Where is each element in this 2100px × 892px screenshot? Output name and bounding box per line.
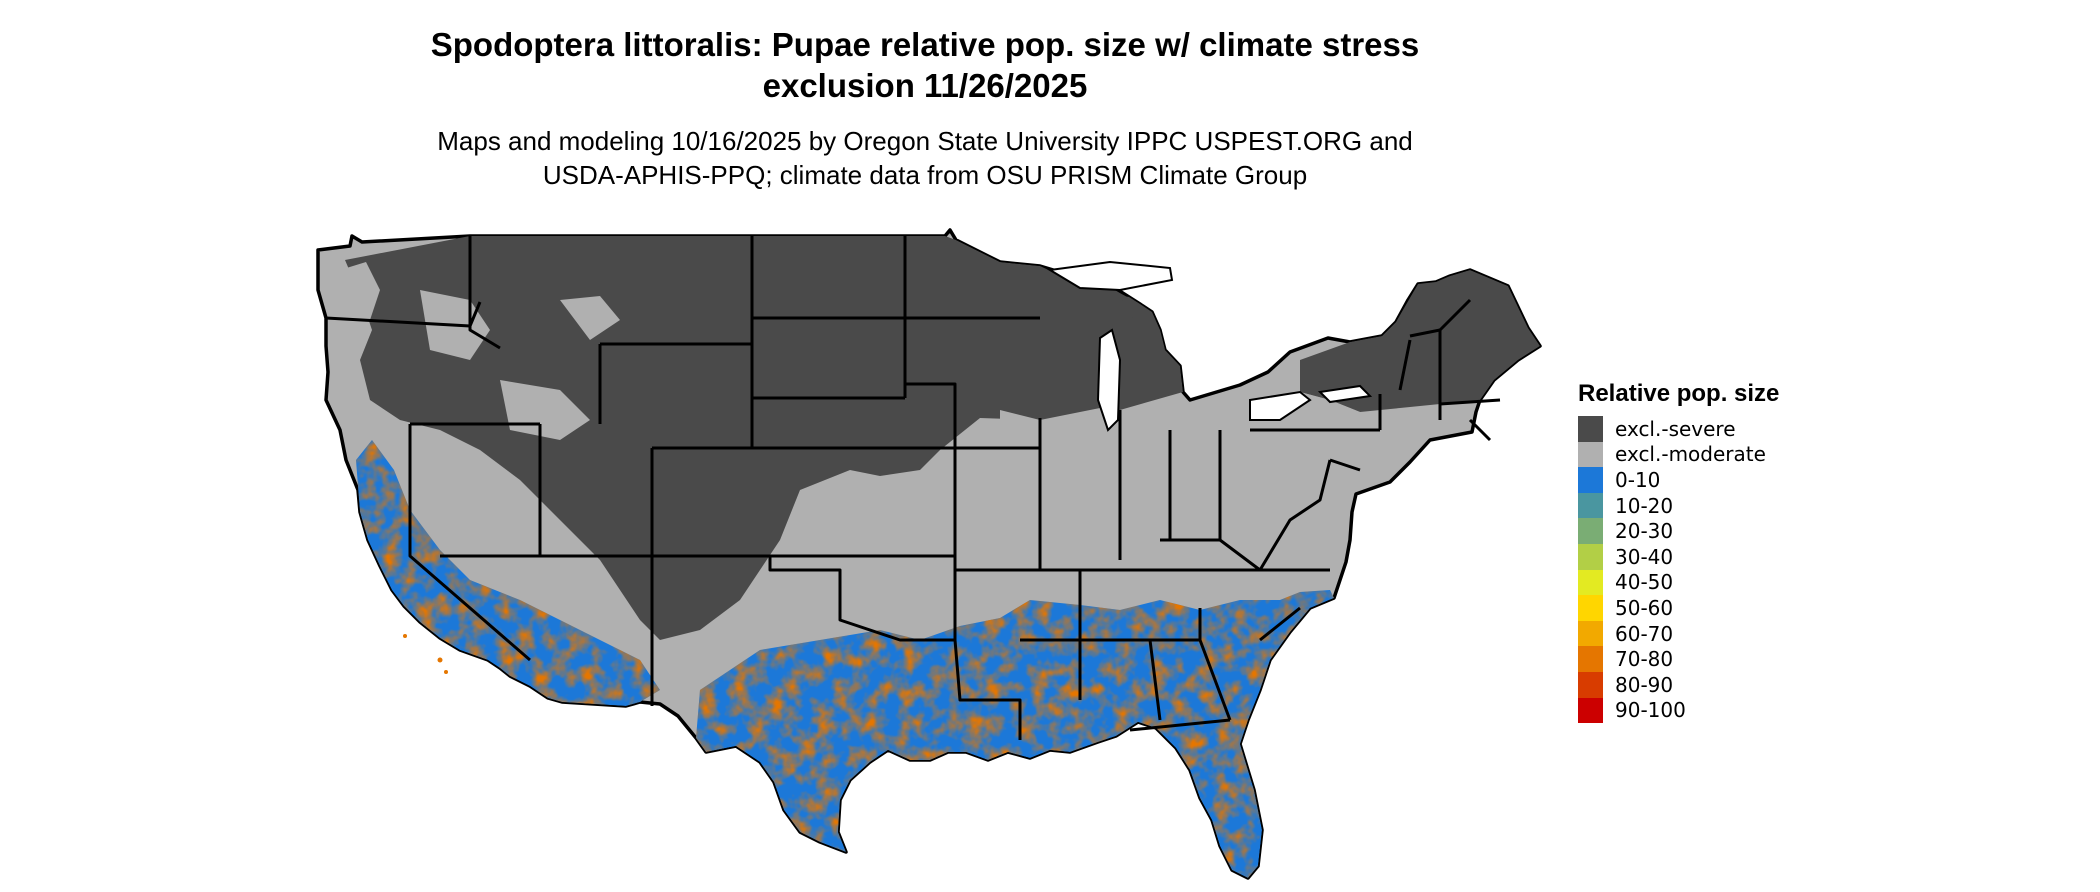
legend-item: 20-30 (1578, 518, 1779, 544)
legend-swatch (1578, 595, 1603, 621)
legend-item: 70-80 (1578, 646, 1779, 672)
legend-label: 80-90 (1615, 672, 1674, 697)
legend-label: 10-20 (1615, 493, 1674, 518)
legend-label: 70-80 (1615, 647, 1674, 672)
legend-swatch (1578, 441, 1603, 468)
legend-label: 0-10 (1615, 467, 1661, 492)
legend: Relative pop. size excl.-severe excl.-mod… (1578, 380, 1780, 724)
legend-label: 30-40 (1615, 544, 1674, 569)
legend-swatch (1578, 569, 1603, 596)
legend-swatch (1578, 620, 1603, 647)
state-borders (325, 236, 1501, 740)
legend-item: 60-70 (1578, 620, 1779, 647)
legend-item: 40-50 (1578, 569, 1779, 596)
legend-label: 60-70 (1615, 621, 1674, 646)
channel-islands (403, 634, 448, 674)
legend-swatch (1578, 646, 1603, 672)
map-title: Spodoptera littoralis: Pupae relative po… (0, 24, 1850, 106)
legend-item: 0-10 (1578, 467, 1779, 493)
legend-label: 40-50 (1615, 570, 1674, 595)
favorable-zone-southeast (696, 590, 1334, 878)
legend-item: excl.-severe (1578, 416, 1779, 442)
legend-items: excl.-severe excl.-moderate 0-10 10-20 20-30… (1578, 416, 1779, 724)
legend-label: 50-60 (1615, 595, 1674, 620)
favorable-zone-southwest (356, 440, 660, 706)
subtitle-line-2: USDA-APHIS-PPQ; climate data from OSU PR… (542, 160, 1308, 190)
legend-swatch (1578, 416, 1603, 442)
map-subtitle: Maps and modeling 10/16/2025 by Oregon S… (0, 124, 1850, 192)
legend-item: 80-90 (1578, 671, 1779, 698)
legend-swatch (1578, 518, 1603, 544)
legend-swatch (1578, 671, 1603, 698)
legend-swatch (1578, 467, 1603, 493)
legend-item: 90-100 (1578, 697, 1779, 724)
legend-label: excl.-severe (1615, 416, 1736, 441)
legend-label: 90-100 (1615, 698, 1686, 723)
legend-label: 20-30 (1615, 519, 1674, 544)
legend-label: excl.-moderate (1615, 442, 1766, 467)
great-lakes (1047, 260, 1373, 432)
legend-item: 50-60 (1578, 595, 1779, 621)
title-line-2: exclusion 11/26/2025 (762, 67, 1088, 104)
us-map (316, 228, 1542, 880)
legend-swatch (1578, 492, 1603, 519)
title-line-1: Spodoptera littoralis: Pupae relative po… (430, 26, 1420, 63)
legend-title: Relative pop. size (1578, 380, 1780, 407)
legend-item: 10-20 (1578, 492, 1779, 519)
legend-item: excl.-moderate (1578, 441, 1779, 468)
legend-swatch (1578, 543, 1603, 570)
legend-item: 30-40 (1578, 543, 1779, 570)
legend-swatch (1578, 697, 1603, 724)
subtitle-line-1: Maps and modeling 10/16/2025 by Oregon S… (437, 126, 1413, 156)
